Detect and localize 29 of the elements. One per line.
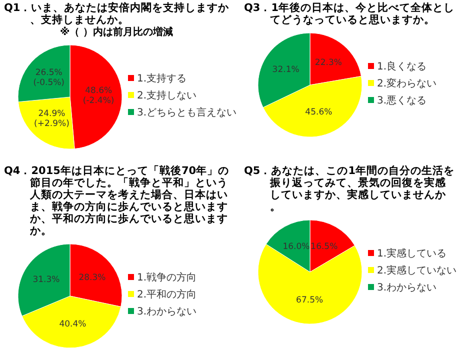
data-label: 28.3% — [78, 273, 106, 284]
chart-title: Q1．いま、あなたは安倍内閣を支持しますか、支持しませんか。 — [4, 1, 230, 26]
chart-title: Q5．あなたは、この1年間の自分の生活を振り返ってみて、景気の回復を実感していますか、実感していませんか。 — [244, 164, 455, 213]
legend-label: 3.悪くなる — [377, 96, 427, 107]
legend-label: 3.わからない — [377, 282, 437, 294]
legend-label: 2.平和の方向 — [137, 288, 197, 301]
legend-label: 3.わからない — [137, 306, 197, 318]
chart-subtitle: ※（ ）内は前月比の増減 — [60, 26, 174, 38]
legend-label: 1.戦争の方向 — [137, 272, 197, 284]
data-label: 40.4% — [59, 320, 86, 330]
legend-label: 1.支持する — [137, 72, 187, 85]
data-label: 32.1% — [272, 65, 300, 76]
legend-label: 2.変わらない — [377, 78, 437, 90]
data-label: 24.9% (+2.9%) — [34, 109, 70, 130]
legend-label: 2.支持しない — [137, 90, 197, 102]
chart-title: Q4．2015年は日本にとって「戦後70年」の節目の年でした。「戦争と平和」という人類の大テーマを考えた場合、日本はいま、戦争の方向に歩んでいると思いますか、平和の方向に歩んでいると思いますか。 — [4, 164, 230, 237]
legend-label: 1.実感している — [377, 248, 447, 260]
chart-title: Q3．1年後の日本は、今と比べて全体としてどうなっていると思いますか。 — [244, 1, 455, 26]
data-label: 31.3% — [32, 275, 60, 286]
legend-label: 3.どちらとも言えない — [137, 106, 237, 119]
data-label: 45.6% — [305, 108, 332, 118]
data-label: 16.0% — [282, 242, 310, 252]
data-label: 67.5% — [296, 296, 324, 306]
data-label: 48.6% (-2.4%) — [82, 86, 114, 106]
data-label: 16.5% — [310, 242, 338, 252]
data-label: 22.3% — [314, 58, 342, 68]
data-label: 26.5% (-0.5%) — [33, 68, 64, 88]
legend-label: 2.実感していない — [377, 264, 457, 277]
legend-label: 1.良くなる — [377, 60, 427, 73]
